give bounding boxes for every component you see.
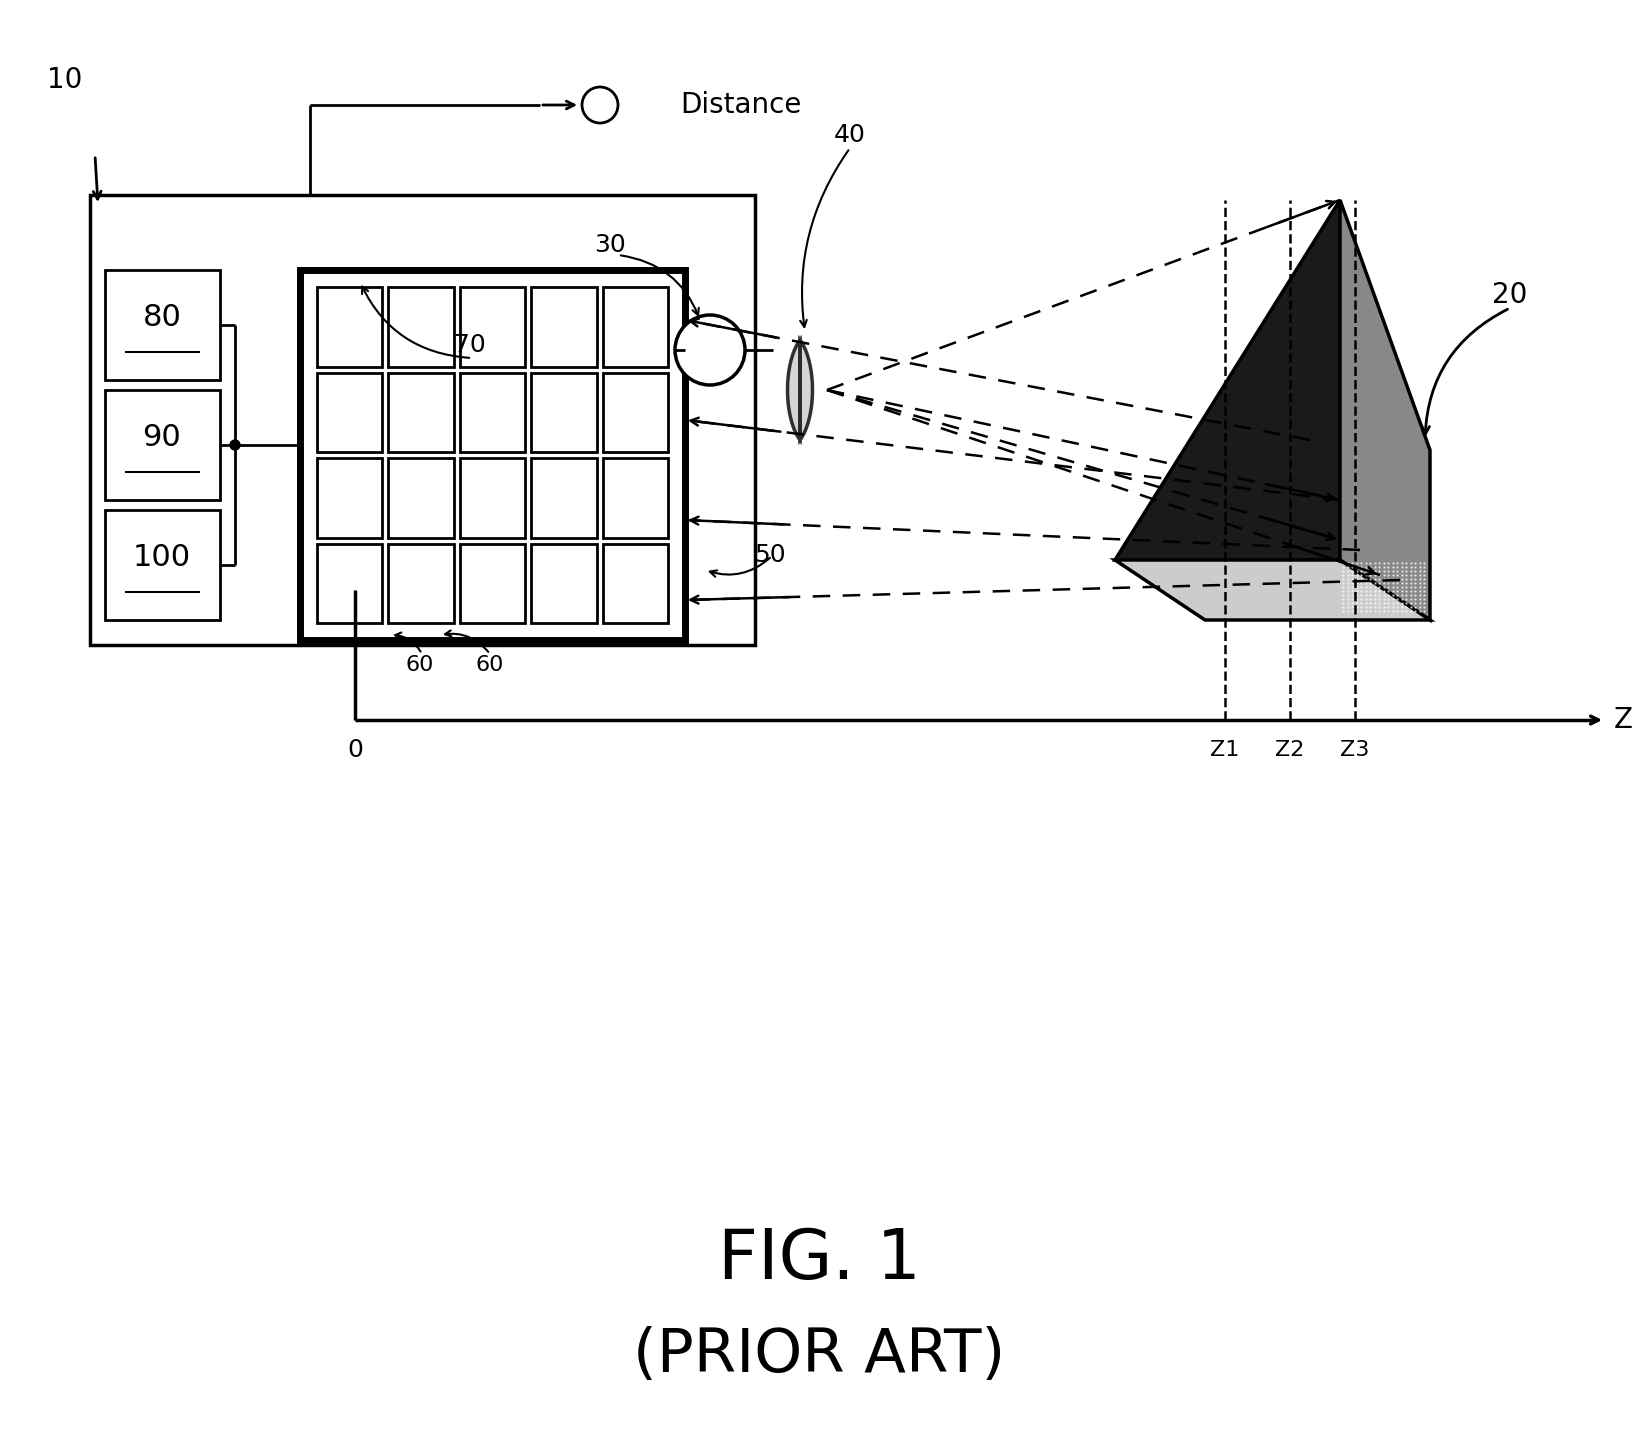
Bar [531,287,596,366]
Text: 70: 70 [454,333,486,357]
Bar [531,458,596,537]
Text: Z: Z [1613,706,1633,733]
Bar [388,543,454,623]
Text: FIG. 1: FIG. 1 [717,1226,921,1294]
Bar [105,269,219,380]
Bar [531,373,596,452]
Bar [531,543,596,623]
Bar [460,458,526,537]
Text: 0: 0 [347,738,364,762]
Text: 30: 30 [595,233,626,256]
Text: Z2: Z2 [1276,741,1305,759]
Bar [318,287,382,366]
Bar [300,269,685,640]
Text: 60: 60 [475,656,505,674]
Polygon shape [1115,200,1340,561]
Circle shape [581,86,618,122]
Text: 10: 10 [48,66,82,94]
Bar [318,543,382,623]
Text: Z3: Z3 [1340,741,1369,759]
Polygon shape [1115,561,1430,620]
Bar [460,287,526,366]
Bar [603,287,668,366]
Text: 50: 50 [753,543,786,566]
Bar [105,391,219,500]
Text: 60: 60 [406,656,434,674]
Bar [460,543,526,623]
Bar [318,373,382,452]
Polygon shape [1340,200,1430,620]
Bar [388,373,454,452]
Circle shape [229,440,241,450]
Text: 90: 90 [143,422,182,451]
Bar [318,458,382,537]
Text: (PRIOR ART): (PRIOR ART) [632,1326,1006,1385]
Text: Distance: Distance [680,91,801,120]
Bar [90,195,755,646]
Text: Z1: Z1 [1210,741,1240,759]
Text: 80: 80 [143,303,182,331]
Bar [105,510,219,620]
Bar [603,458,668,537]
Text: 20: 20 [1492,281,1528,308]
Bar [388,287,454,366]
Bar [388,458,454,537]
Text: 100: 100 [133,542,192,572]
Circle shape [675,316,745,385]
Text: 40: 40 [834,122,867,147]
Polygon shape [788,340,812,440]
Bar [603,543,668,623]
Bar [460,373,526,452]
Bar [603,373,668,452]
